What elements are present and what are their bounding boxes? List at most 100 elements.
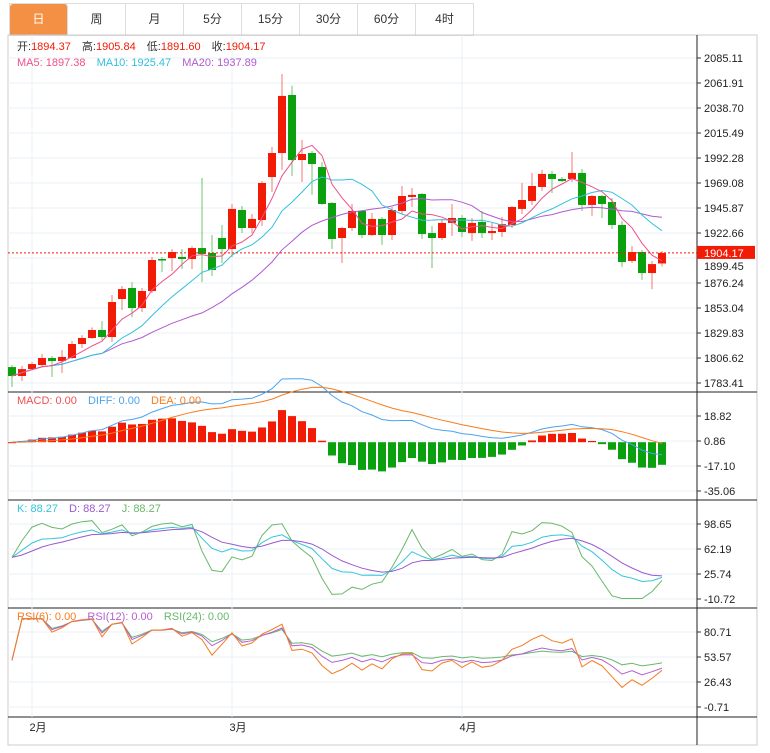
macd-histogram-bar xyxy=(348,442,356,466)
candle-up xyxy=(68,344,76,359)
d-line xyxy=(11,527,663,577)
macd-histogram-bar xyxy=(188,422,196,443)
candle-up xyxy=(658,252,666,264)
candle-down xyxy=(378,218,386,235)
macd-legend-value: MACD: 0.00 xyxy=(17,395,77,407)
macd-histogram-bar xyxy=(238,430,246,443)
macd-histogram-bar xyxy=(148,419,156,443)
rsi-axis-label: 26.43 xyxy=(704,677,732,689)
open-label: 开: xyxy=(17,41,32,53)
ma10-legend: MA10: 1925.47 xyxy=(96,57,172,69)
main-axis-label: 1876.24 xyxy=(704,278,744,290)
dea-legend-value: DEA: 0.00 xyxy=(151,395,202,407)
main-axis-label: 2015.49 xyxy=(704,128,744,140)
candle-down xyxy=(598,196,606,204)
candle-up xyxy=(58,356,66,362)
macd-histogram-bar xyxy=(518,442,526,446)
candle-down xyxy=(98,330,106,338)
tab-day[interactable]: 日 xyxy=(10,4,68,35)
x-axis-label: 2月 xyxy=(29,722,46,734)
candle-up xyxy=(538,173,546,187)
macd-histogram-bar xyxy=(208,432,216,443)
macd-histogram-bar xyxy=(128,424,136,443)
candle-up xyxy=(28,364,36,370)
macd-histogram-bar xyxy=(468,442,476,459)
tab-week[interactable]: 周 xyxy=(68,4,126,35)
main-axis-label: 2085.11 xyxy=(704,53,743,65)
macd-histogram-bar xyxy=(328,442,336,456)
macd-histogram-bar xyxy=(268,421,276,443)
candle-up xyxy=(108,302,116,338)
high-value: 1905.84 xyxy=(95,41,136,53)
macd-histogram-bar xyxy=(138,423,146,443)
macd-histogram-bar xyxy=(448,442,456,460)
candle-up xyxy=(78,337,86,345)
tab-15min[interactable]: 15分 xyxy=(242,4,300,35)
kdj-axis-label: 62.19 xyxy=(704,544,732,556)
macd-histogram-bar xyxy=(618,442,626,460)
main-axis-label: 1992.28 xyxy=(704,153,744,165)
macd-histogram-bar xyxy=(388,442,396,468)
macd-histogram-bar xyxy=(98,431,106,443)
macd-histogram-bar xyxy=(288,416,296,443)
macd-histogram-bar xyxy=(378,442,386,472)
candle-up xyxy=(628,252,636,261)
candle-down xyxy=(318,167,326,204)
macd-histogram-bar xyxy=(488,442,496,457)
candle-down xyxy=(618,224,626,263)
macd-histogram-bar xyxy=(258,427,266,443)
candle-down xyxy=(208,252,216,271)
j-line xyxy=(11,520,663,599)
candle-up xyxy=(528,185,536,201)
macd-histogram-bar xyxy=(178,420,186,443)
macd-axis-label: -35.06 xyxy=(704,486,735,498)
macd-histogram-bar xyxy=(408,442,416,459)
period-tabs: 日 周 月 5分 15分 30分 60分 4时 xyxy=(9,3,474,36)
last-price-tag xyxy=(697,245,755,259)
macd-histogram-bar xyxy=(588,440,596,443)
macd-histogram-bar xyxy=(108,426,116,443)
candle-up xyxy=(368,218,376,235)
main-axis-label: 1806.62 xyxy=(704,353,744,365)
low-label: 低: xyxy=(146,41,161,53)
macd-histogram-bar xyxy=(538,435,546,443)
macd-axis-label: -17.10 xyxy=(704,461,735,473)
main-axis-label: 1829.83 xyxy=(704,328,744,340)
macd-histogram-bar xyxy=(278,410,286,443)
macd-histogram-bar xyxy=(368,442,376,470)
rsi-axis-label: 80.71 xyxy=(704,627,732,639)
ma20-legend: MA20: 1937.89 xyxy=(182,57,257,69)
candle-up xyxy=(268,153,276,178)
candle-down xyxy=(8,367,16,377)
macd-histogram-bar xyxy=(8,442,16,444)
tab-month[interactable]: 月 xyxy=(126,4,184,35)
candle-down xyxy=(638,252,646,274)
main-axis-label: 2061.91 xyxy=(704,78,744,90)
macd-axis-label: 0.86 xyxy=(704,436,725,448)
macd-histogram-bar xyxy=(568,432,576,443)
macd-histogram-bar xyxy=(228,429,236,443)
main-axis-label: 1853.04 xyxy=(704,303,744,315)
macd-histogram-bar xyxy=(478,442,486,458)
tab-60min[interactable]: 60分 xyxy=(358,4,416,35)
kdj-legend: K: 88.27 D: 88.27 J: 88.27 xyxy=(17,503,169,516)
tab-5min[interactable]: 5分 xyxy=(184,4,242,35)
candle-down xyxy=(458,217,466,232)
open-value: 1894.37 xyxy=(31,41,71,53)
candle-up xyxy=(348,210,356,228)
macd-histogram-bar xyxy=(398,442,406,463)
macd-histogram-bar xyxy=(628,442,636,463)
high-label: 高: xyxy=(81,41,96,53)
candle-up xyxy=(188,248,196,260)
tab-30min[interactable]: 30分 xyxy=(300,4,358,35)
macd-histogram-bar xyxy=(598,442,606,445)
tab-4hour[interactable]: 4时 xyxy=(416,4,474,35)
rsi6-line xyxy=(11,618,663,689)
chart-frame xyxy=(7,34,758,746)
candle-down xyxy=(478,221,486,234)
last-price-label: 1904.17 xyxy=(704,248,744,260)
kdj-axis-label: -10.72 xyxy=(704,594,735,606)
macd-histogram-bar xyxy=(338,442,346,464)
